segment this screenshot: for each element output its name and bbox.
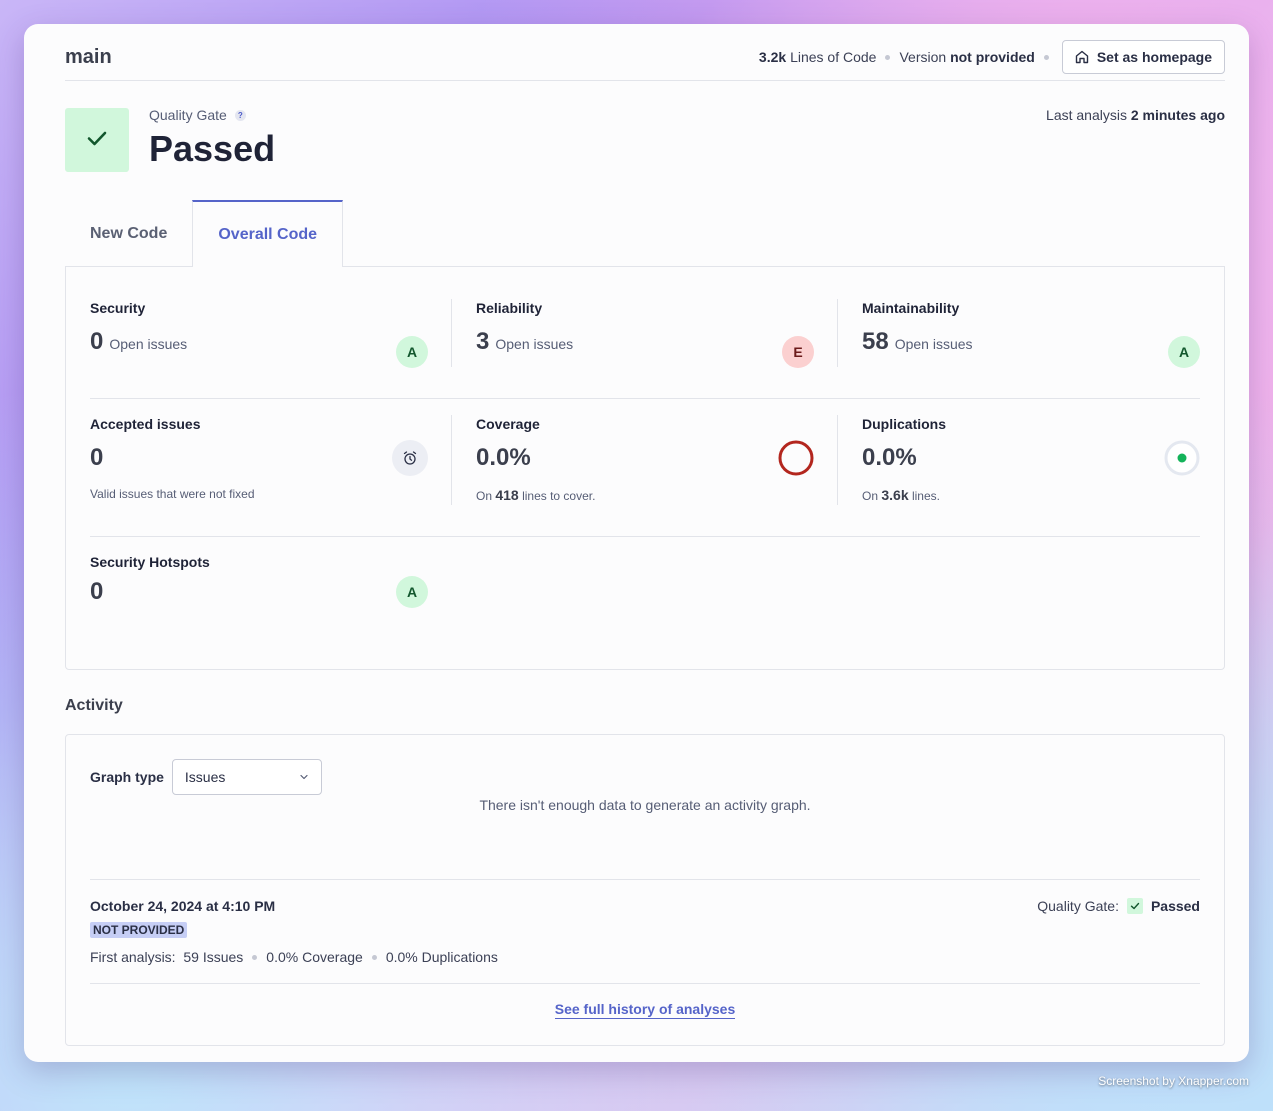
reliability-title: Reliability: [476, 300, 543, 316]
separator-dot: [371, 954, 377, 960]
activity-panel: Graph type Issues There isn't enough dat…: [65, 734, 1225, 1046]
version-label: Version: [899, 49, 947, 65]
home-icon: [1074, 49, 1090, 65]
chevron-down-icon: [299, 769, 309, 785]
branch-header: main 3.2k Lines of Code Version not prov…: [65, 38, 1225, 81]
divider: [451, 415, 452, 505]
security-hotspots-title: Security Hotspots: [90, 554, 210, 570]
duplications-value[interactable]: 0.0%: [862, 444, 917, 471]
analysis-qg-status: Passed: [1150, 898, 1200, 914]
quality-gate-status-box: [65, 108, 129, 172]
coverage-title: Coverage: [476, 416, 540, 432]
last-analysis: Last analysis 2 minutes ago: [1046, 107, 1225, 123]
history-link-row: See full history of analyses: [66, 1001, 1224, 1019]
code-tabs: New Code Overall Code: [65, 200, 344, 267]
divider: [837, 299, 838, 367]
divider: [451, 299, 452, 367]
duplications-dot-icon: [1164, 440, 1200, 476]
graph-type-value: Issues: [184, 769, 226, 785]
graph-type-label: Graph type: [90, 769, 164, 785]
maintainability-value[interactable]: 58 Open issues: [862, 328, 973, 355]
accepted-issues-value[interactable]: 0: [90, 444, 104, 471]
graph-type-select[interactable]: Issues: [171, 759, 322, 795]
alarm-clock-icon: [392, 440, 428, 476]
help-icon[interactable]: ?: [234, 109, 246, 121]
coverage-note: On 418 lines to cover.: [476, 487, 596, 503]
graph-type-control: Graph type Issues: [90, 759, 322, 795]
separator-dot: [1043, 54, 1049, 60]
see-full-history-link[interactable]: See full history of analyses: [554, 1001, 736, 1019]
coverage-measure[interactable]: Coverage 0.0% On 418 lines to cover.: [476, 416, 814, 506]
security-rating-badge[interactable]: A: [396, 336, 428, 368]
version-badge: NOT PROVIDED: [90, 922, 188, 938]
activity-heading: Activity: [65, 697, 123, 714]
reliability-measure[interactable]: Reliability 3 Open issues E: [476, 300, 814, 368]
duplications-title: Duplications: [862, 416, 947, 432]
security-hotspots-value[interactable]: 0: [90, 578, 104, 605]
check-icon: [86, 127, 108, 154]
reliability-rating-badge[interactable]: E: [782, 336, 814, 368]
analysis-summary: First analysis: 59 Issues 0.0% Coverage …: [90, 949, 498, 965]
analysis-date: October 24, 2024 at 4:10 PM: [90, 898, 276, 914]
last-analysis-value: 2 minutes ago: [1130, 107, 1225, 123]
summary-coverage: 0.0% Coverage: [266, 949, 363, 965]
last-analysis-label: Last analysis: [1046, 107, 1127, 123]
security-value[interactable]: 0 Open issues: [90, 328, 188, 355]
maintainability-title: Maintainability: [862, 300, 960, 316]
divider: [90, 879, 1200, 880]
security-hotspots-rating-badge[interactable]: A: [396, 576, 428, 608]
tab-new-code[interactable]: New Code: [90, 224, 168, 242]
security-measure[interactable]: Security 0 Open issues A: [90, 300, 428, 368]
project-meta: 3.2k Lines of Code Version not provided …: [759, 40, 1225, 74]
check-icon: [1126, 898, 1143, 914]
accepted-issues-note: Valid issues that were not fixed: [90, 487, 255, 501]
loc-value: 3.2k: [758, 49, 787, 65]
analysis-qg-label: Quality Gate:: [1037, 898, 1119, 914]
summary-label: First analysis:: [90, 949, 176, 965]
summary-duplications: 0.0% Duplications: [385, 949, 498, 965]
no-data-message: There isn't enough data to generate an a…: [479, 797, 811, 813]
quality-gate-label: Quality Gate ?: [149, 107, 246, 123]
set-homepage-button[interactable]: Set as homepage: [1061, 40, 1225, 74]
security-title: Security: [90, 300, 146, 316]
project-overview-window: main 3.2k Lines of Code Version not prov…: [24, 24, 1249, 1062]
quality-gate-status: Passed: [149, 128, 276, 169]
coverage-value[interactable]: 0.0%: [476, 444, 531, 471]
watermark: Screenshot by Xnapper.com: [1098, 1074, 1249, 1088]
loc-label: Lines of Code: [790, 49, 877, 65]
divider: [837, 415, 838, 505]
separator-dot: [885, 54, 891, 60]
duplications-measure[interactable]: Duplications 0.0% On 3.6k lines.: [862, 416, 1200, 506]
set-homepage-label: Set as homepage: [1096, 49, 1212, 65]
security-hotspots-measure[interactable]: Security Hotspots 0 A: [90, 554, 428, 614]
summary-issues: 59 Issues: [183, 949, 244, 965]
divider: [90, 983, 1200, 984]
accepted-issues-measure[interactable]: Accepted issues 0 Valid issues that were…: [90, 416, 428, 506]
coverage-ring-icon: [778, 440, 814, 476]
accepted-issues-title: Accepted issues: [90, 416, 201, 432]
divider: [90, 536, 1200, 537]
separator-dot: [252, 954, 258, 960]
measures-panel: Security 0 Open issues A Reliability 3 Ope…: [65, 266, 1225, 670]
divider: [90, 398, 1200, 399]
maintainability-rating-badge[interactable]: A: [1168, 336, 1200, 368]
tab-overall-code[interactable]: Overall Code: [192, 200, 344, 267]
duplications-note: On 3.6k lines.: [862, 487, 940, 503]
analysis-quality-gate: Quality Gate: Passed: [1037, 898, 1200, 914]
quality-gate-label-text: Quality Gate: [149, 107, 227, 123]
version-value: not provided: [950, 49, 1035, 65]
reliability-value[interactable]: 3 Open issues: [476, 328, 574, 355]
maintainability-measure[interactable]: Maintainability 58 Open issues A: [862, 300, 1200, 368]
branch-name: main: [65, 45, 112, 68]
